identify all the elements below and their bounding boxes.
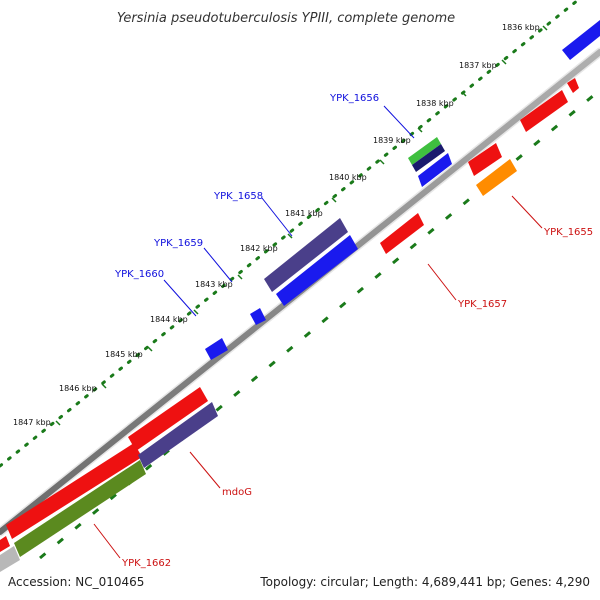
gene-navy[interactable]: [412, 144, 445, 172]
tick-label: 1841 kbp: [285, 209, 323, 218]
tick-label: 1838 kbp: [416, 99, 454, 108]
ruler-dotted-outer: [0, 0, 580, 468]
tick-label: 1840 kbp: [329, 173, 367, 182]
tick-label: 1839 kbp: [373, 136, 411, 145]
tick-label: 1844 kbp: [150, 315, 188, 324]
tick-label: 1837 kbp: [459, 61, 497, 70]
gene-red[interactable]: [0, 536, 10, 552]
gene-blue[interactable]: [276, 235, 358, 306]
gene-label-ypk1655[interactable]: YPK_1655: [543, 227, 593, 238]
gene-red[interactable]: [6, 443, 142, 539]
reverse-strand-genes: [0, 78, 579, 572]
gene-blue[interactable]: [562, 20, 600, 60]
gene-label-ypk1658[interactable]: YPK_1658: [213, 191, 263, 202]
gene-label-ypk1659[interactable]: YPK_1659: [153, 238, 203, 249]
gene-red[interactable]: [468, 143, 502, 176]
forward-strand-genes: [0, 20, 600, 552]
gene-purple[interactable]: [138, 402, 218, 468]
gene-blue[interactable]: [205, 338, 228, 360]
gene-label-ypk1656[interactable]: YPK_1656: [329, 93, 379, 104]
genome-stats-text: Topology: circular; Length: 4,689,441 bp…: [259, 575, 590, 589]
gene-red[interactable]: [380, 213, 424, 254]
tick-label: 1847 kbp: [13, 418, 51, 427]
gene-orange[interactable]: [476, 159, 517, 196]
gene-label-ypk1660[interactable]: YPK_1660: [114, 269, 164, 280]
tick-label: 1836 kbp: [502, 23, 540, 32]
label-leaders: [93, 105, 543, 559]
gene-olive[interactable]: [14, 460, 146, 557]
gene-gray[interactable]: [0, 546, 20, 572]
tick-label: 1845 kbp: [105, 350, 143, 359]
gene-red[interactable]: [567, 78, 579, 93]
gene-label-ypk1662[interactable]: YPK_1662: [121, 558, 171, 569]
tick-label: 1843 kbp: [195, 280, 233, 289]
map-title: Yersinia pseudotuberculosis YPIII, compl…: [117, 11, 455, 26]
tick-labels: 1836 kbp 1837 kbp 1838 kbp 1839 kbp 1840…: [13, 23, 540, 427]
gene-purple[interactable]: [264, 218, 348, 292]
gene-green[interactable]: [408, 137, 441, 165]
gene-blue[interactable]: [250, 308, 266, 325]
tick-label: 1846 kbp: [59, 384, 97, 393]
tick-label: 1842 kbp: [240, 244, 278, 253]
gene-label-mdog[interactable]: mdoG: [222, 487, 252, 498]
gene-labels: YPK_1656 YPK_1658 YPK_1659 YPK_1660 YPK_…: [114, 93, 593, 569]
ruler-ticks: [55, 25, 548, 426]
gene-red[interactable]: [520, 90, 568, 132]
gene-label-ypk1657[interactable]: YPK_1657: [457, 299, 507, 310]
gene-blue[interactable]: [418, 153, 452, 187]
gene-red[interactable]: [128, 387, 208, 451]
accession-text: Accession: NC_010465: [8, 575, 144, 589]
